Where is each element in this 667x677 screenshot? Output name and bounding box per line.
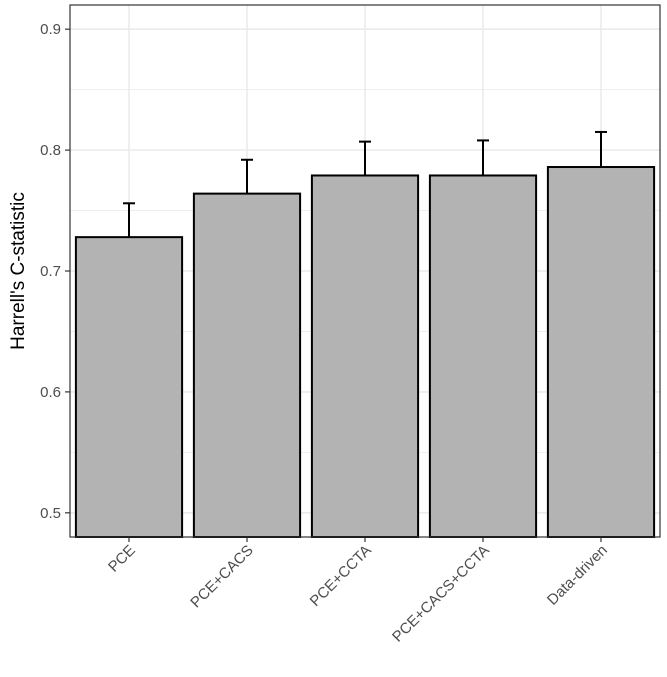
bar-pce-ccta bbox=[310, 174, 420, 538]
y-axis-title: Harrell's C-statistic bbox=[8, 192, 29, 350]
y-axis: 0.5 0.6 0.7 0.8 0.9 bbox=[40, 21, 70, 522]
y-tick-label: 0.7 bbox=[40, 263, 61, 280]
y-tick-label: 0.8 bbox=[40, 142, 61, 159]
bar-pce bbox=[74, 236, 184, 539]
bar-pce-cacs-ccta bbox=[428, 174, 538, 538]
x-tick-label: PCE bbox=[105, 542, 139, 576]
x-tick-label: PCE+CACS+CCTA bbox=[389, 542, 493, 646]
x-axis: PCE PCE+CACS PCE+CCTA PCE+CACS+CCTA Data-dri… bbox=[105, 537, 611, 646]
y-tick-label: 0.5 bbox=[40, 505, 61, 522]
y-tick-label: 0.6 bbox=[40, 384, 61, 401]
bar-pce-cacs bbox=[192, 192, 302, 538]
x-tick-label: PCE+CACS bbox=[187, 542, 256, 611]
y-tick-label: 0.9 bbox=[40, 21, 61, 38]
x-tick-label: Data-driven bbox=[544, 542, 611, 609]
x-tick-label: PCE+CCTA bbox=[307, 542, 375, 610]
bars bbox=[74, 130, 656, 539]
bar-data-driven bbox=[546, 166, 656, 538]
